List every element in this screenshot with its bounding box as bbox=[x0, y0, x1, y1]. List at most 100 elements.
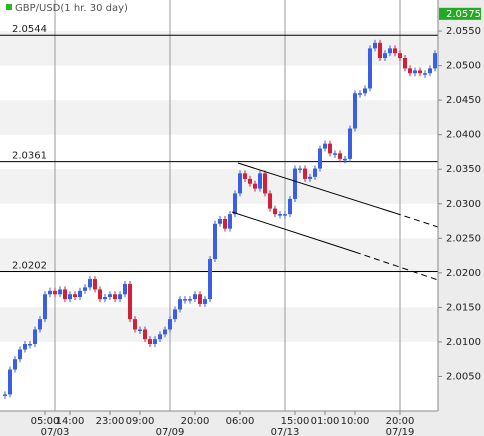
candle bbox=[43, 294, 47, 320]
candle bbox=[63, 289, 67, 300]
candle bbox=[378, 42, 382, 59]
reference-label: 2.0361 bbox=[12, 151, 47, 162]
candle bbox=[303, 168, 307, 179]
reference-label: 2.0544 bbox=[12, 24, 47, 35]
y-tick-label: 2.0350 bbox=[446, 164, 481, 175]
candle bbox=[153, 339, 157, 344]
last-price-box bbox=[439, 7, 481, 20]
candle bbox=[203, 299, 207, 304]
date-label: 07/13 bbox=[271, 427, 300, 436]
candle bbox=[28, 343, 32, 346]
x-tick-label: 23:00 bbox=[96, 416, 125, 427]
candle bbox=[413, 70, 417, 74]
candle bbox=[213, 223, 217, 260]
date-label: 07/19 bbox=[386, 427, 415, 436]
candle bbox=[383, 53, 387, 59]
candle bbox=[238, 173, 242, 194]
candle bbox=[308, 176, 312, 179]
y-tick-label: 2.0150 bbox=[446, 302, 481, 313]
candle bbox=[273, 208, 277, 215]
candle bbox=[358, 93, 362, 95]
candle bbox=[398, 53, 402, 59]
grid-band bbox=[0, 100, 438, 135]
candle bbox=[278, 214, 282, 216]
candle bbox=[313, 168, 317, 177]
trend-line bbox=[354, 251, 439, 281]
candle bbox=[243, 173, 247, 179]
candle bbox=[183, 299, 187, 301]
candle bbox=[253, 183, 257, 189]
candle bbox=[188, 299, 192, 301]
candle bbox=[23, 343, 27, 350]
y-tick-label: 2.0300 bbox=[446, 199, 481, 210]
candle bbox=[353, 93, 357, 129]
grid-band bbox=[0, 169, 438, 204]
candle bbox=[393, 48, 397, 54]
candle bbox=[328, 143, 332, 154]
candle bbox=[108, 294, 112, 298]
candle bbox=[78, 290, 82, 298]
candle bbox=[248, 178, 252, 184]
candle bbox=[403, 58, 407, 69]
candle bbox=[73, 294, 77, 298]
candle bbox=[293, 168, 297, 199]
candle bbox=[408, 68, 412, 74]
candle bbox=[13, 359, 17, 370]
last-price-label: 2.0575 bbox=[446, 9, 481, 20]
trend-channel bbox=[231, 162, 439, 281]
trend-line bbox=[394, 212, 439, 228]
candle bbox=[288, 198, 292, 215]
candle bbox=[128, 283, 132, 320]
legend-label: GBP/USD(1 hr. 30 day) bbox=[15, 3, 128, 14]
candle bbox=[138, 329, 142, 331]
candle bbox=[423, 73, 427, 75]
candle bbox=[68, 294, 72, 300]
candle bbox=[48, 290, 52, 295]
candle bbox=[163, 329, 167, 335]
y-tick-label: 2.0500 bbox=[446, 61, 481, 72]
candle bbox=[113, 294, 117, 300]
candle bbox=[193, 294, 197, 300]
x-tick-label: 05:00 bbox=[31, 416, 60, 427]
candle bbox=[143, 329, 147, 340]
candle bbox=[123, 283, 127, 295]
x-tick-label: 20:00 bbox=[181, 416, 210, 427]
candle bbox=[98, 289, 102, 300]
grid-band bbox=[0, 31, 438, 66]
candle bbox=[333, 153, 337, 155]
candle bbox=[118, 294, 122, 300]
candle bbox=[8, 369, 12, 395]
candle bbox=[268, 193, 272, 209]
candle bbox=[223, 218, 227, 229]
candle bbox=[428, 68, 432, 74]
candle bbox=[18, 349, 22, 360]
y-tick-label: 2.0050 bbox=[446, 371, 481, 382]
grid-band bbox=[0, 238, 438, 273]
legend-swatch bbox=[6, 4, 12, 10]
reference-label: 2.0202 bbox=[12, 260, 47, 271]
x-tick-label: 06:00 bbox=[226, 416, 255, 427]
candle bbox=[148, 339, 152, 344]
candle bbox=[318, 148, 322, 169]
candle bbox=[228, 214, 232, 229]
candle bbox=[208, 259, 212, 300]
candle bbox=[373, 42, 377, 49]
date-label: 07/03 bbox=[41, 427, 70, 436]
candle bbox=[368, 48, 372, 89]
candle bbox=[323, 143, 327, 149]
candle bbox=[218, 218, 222, 224]
x-tick-label: 09:00 bbox=[126, 416, 155, 427]
candle bbox=[53, 290, 57, 295]
candle bbox=[133, 319, 137, 330]
y-tick-label: 2.0200 bbox=[446, 268, 481, 279]
candle bbox=[418, 70, 422, 74]
candle bbox=[168, 319, 172, 330]
candle bbox=[58, 289, 62, 295]
candle bbox=[258, 173, 262, 189]
candle bbox=[233, 193, 237, 215]
candle bbox=[198, 294, 202, 304]
candle bbox=[283, 214, 287, 216]
candle bbox=[83, 287, 87, 291]
candle bbox=[38, 319, 42, 330]
candle bbox=[348, 128, 352, 159]
